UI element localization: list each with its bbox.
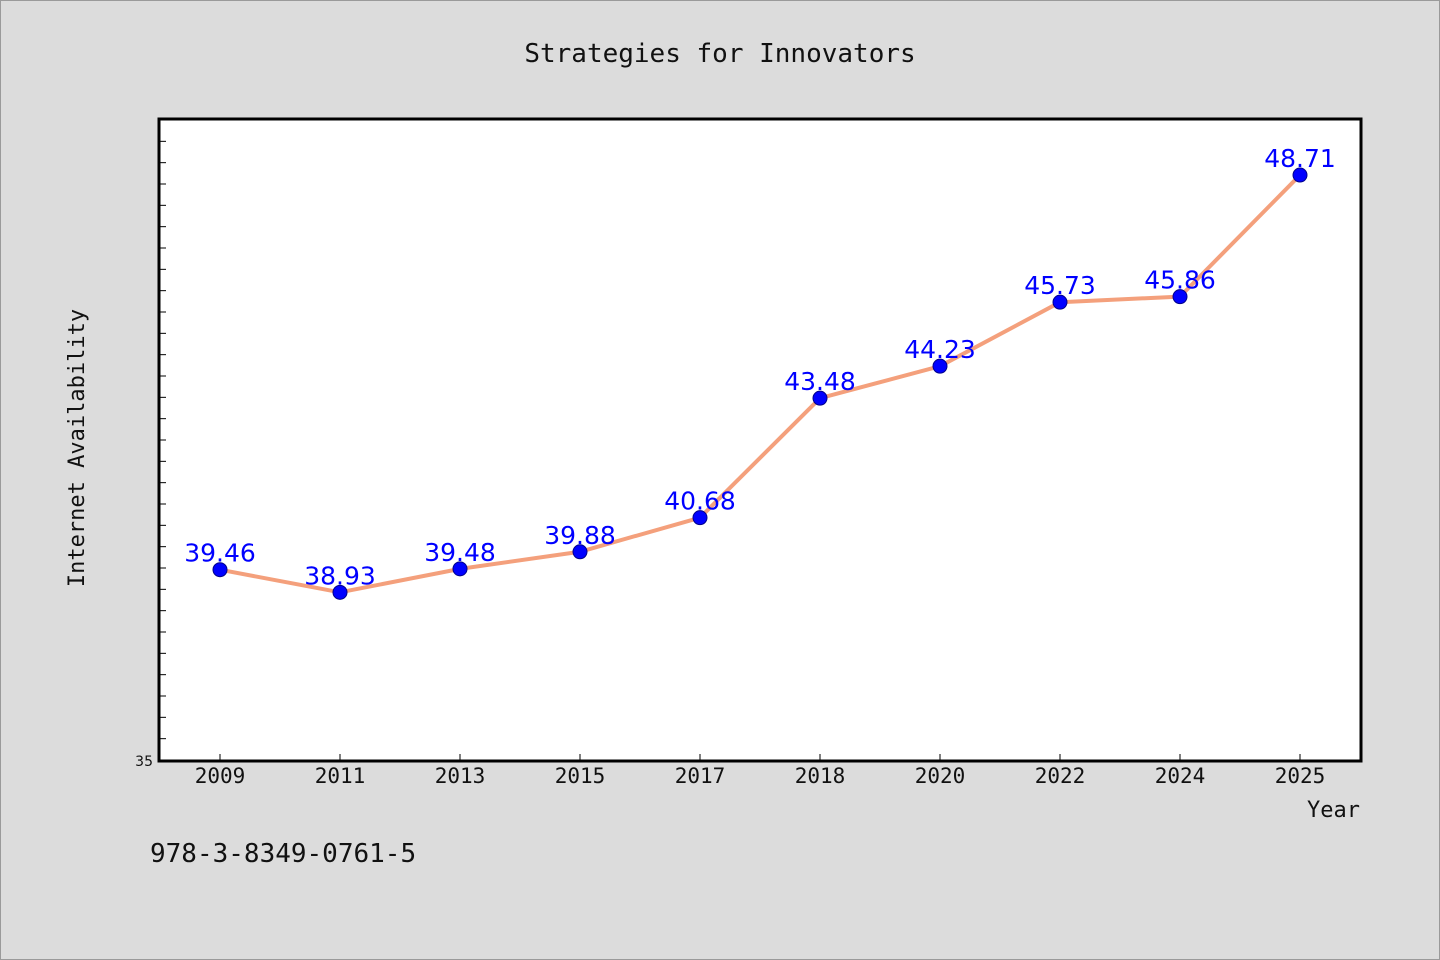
data-point [212, 562, 228, 578]
data-label: 45.86 [1144, 266, 1216, 295]
y-axis-label: Internet Availability [65, 309, 90, 587]
x-tick-label: 2022 [1035, 764, 1086, 788]
data-point [332, 584, 348, 600]
plot-area [157, 117, 1363, 763]
data-point [812, 390, 828, 406]
data-label: 43.48 [784, 367, 856, 396]
series-layer: 39.46 38.93 39.48 39.88 40.68 43.48 44.23 45.73… [184, 144, 1336, 600]
x-tick-label: 2025 [1275, 764, 1326, 788]
data-label: 39.46 [184, 539, 256, 568]
y-axis-ticks [160, 140, 166, 740]
data-point [1052, 294, 1068, 310]
x-tick-label: 2013 [435, 764, 486, 788]
x-axis-label: Year [1307, 798, 1360, 823]
data-label: 40.68 [664, 487, 736, 516]
data-label: 38.93 [304, 561, 376, 590]
data-label: 39.48 [424, 538, 496, 567]
data-label: 39.88 [544, 521, 616, 550]
x-axis-tick-labels: 2009 2011 2013 2015 2017 2018 2020 2022 2024 2025 [195, 764, 1326, 788]
x-tick-label: 2011 [315, 764, 366, 788]
data-point [1292, 167, 1308, 183]
data-label: 44.23 [904, 335, 976, 364]
chart-title: Strategies for Innovators [524, 39, 915, 69]
data-point [452, 561, 468, 577]
x-axis-ticks [219, 754, 1301, 760]
x-tick-label: 2015 [555, 764, 606, 788]
series-line [219, 173, 1302, 595]
data-point [1172, 289, 1188, 305]
data-point [692, 510, 708, 526]
footnote-isbn: 978-3-8349-0761-5 [150, 839, 416, 869]
x-tick-label: 2009 [195, 764, 246, 788]
data-label: 45.73 [1024, 271, 1096, 300]
x-tick-label: 2024 [1155, 764, 1206, 788]
data-point [932, 358, 948, 374]
data-point [572, 544, 588, 560]
y-tick-label: 35 [135, 754, 153, 770]
data-label: 48.71 [1264, 144, 1336, 173]
x-tick-label: 2020 [915, 764, 966, 788]
x-tick-label: 2017 [675, 764, 726, 788]
x-tick-label: 2018 [795, 764, 846, 788]
